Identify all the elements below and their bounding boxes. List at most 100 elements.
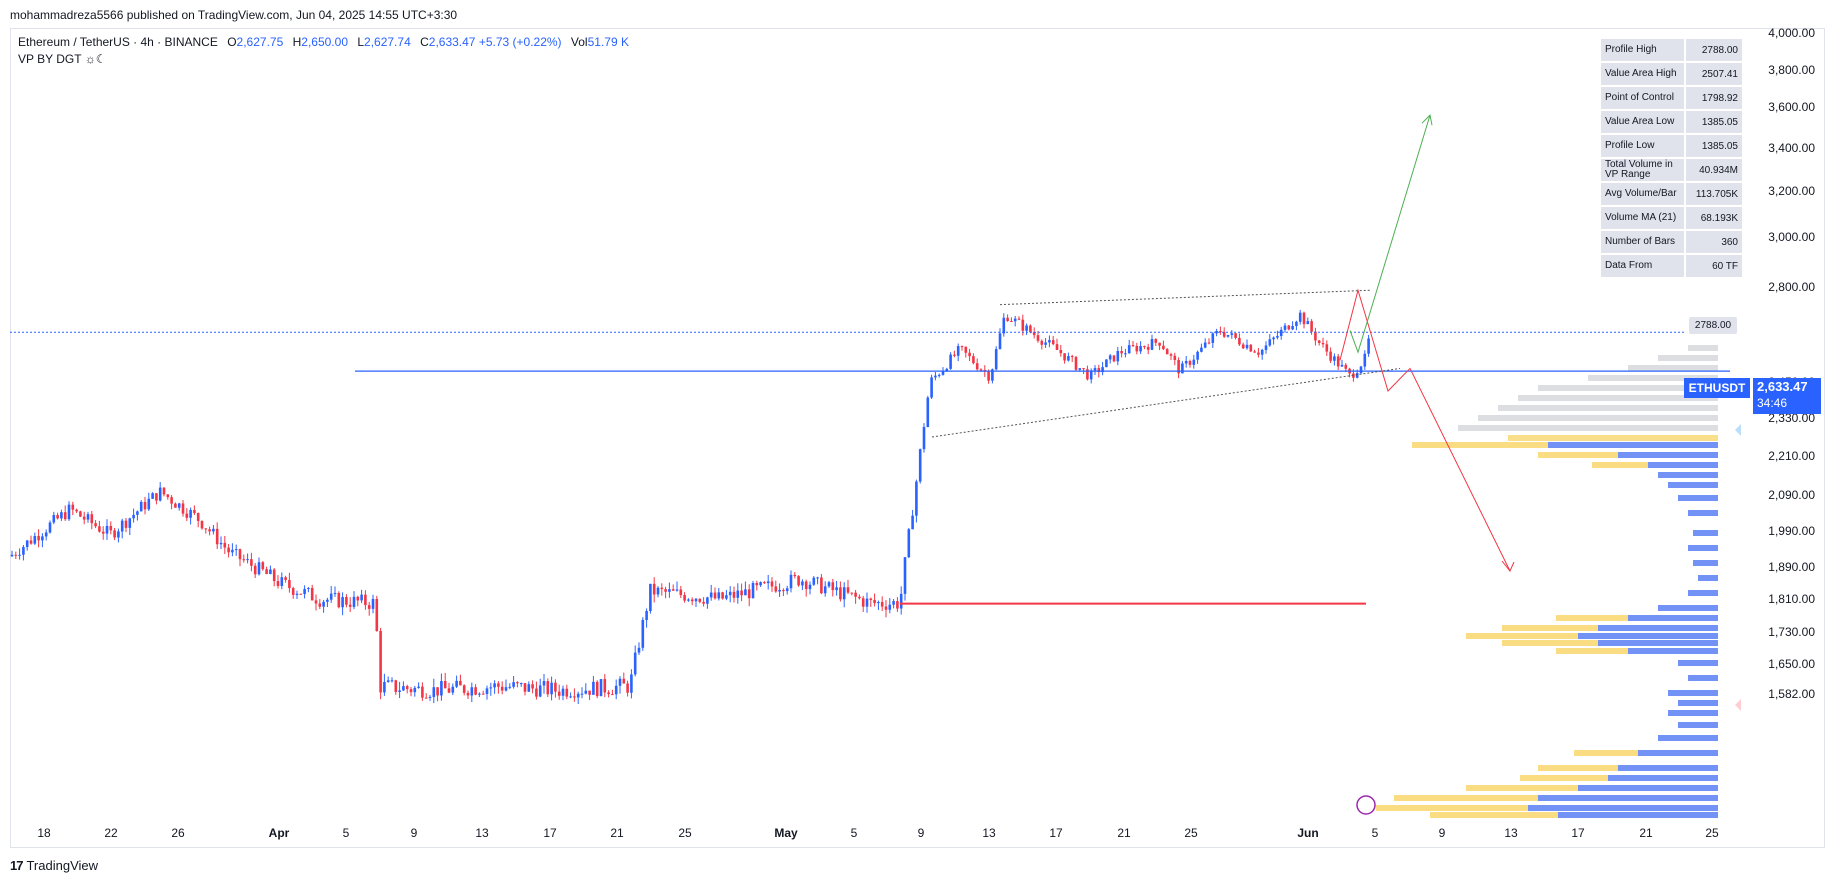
vp-bar [1648,462,1718,468]
indicator-label[interactable]: VP BY DGT ☼☾ [18,52,107,66]
y-tick-label: 1,730.00 [1768,625,1815,639]
candle-body [945,368,949,371]
candle-body [671,589,675,591]
candle-body [998,333,1002,350]
candle-body [991,369,994,381]
candle-body [1173,355,1177,361]
candle-body [398,690,401,692]
candles[interactable] [10,309,1370,705]
candle-body [375,598,379,632]
stats-label: Total Volume in VP Range [1601,159,1684,181]
candle-body [592,681,595,695]
vp-bar [1618,452,1718,458]
vp-bar [1688,590,1718,596]
candle-body [185,513,189,518]
candle-body [94,523,97,527]
stats-value: 60 TF [1686,255,1742,277]
candle-body [1078,368,1082,370]
candle-body [1192,359,1196,365]
candle-body [1359,366,1363,374]
candle-body [1146,346,1150,350]
candle-body [90,514,94,524]
stats-label: Avg Volume/Bar [1601,183,1684,205]
candle-body [683,595,686,601]
candle-body [1340,364,1344,367]
candle-body [500,686,504,691]
vp-bar [1466,785,1578,791]
candle-body [660,587,664,590]
candle-body [580,693,584,695]
candle-body [652,583,656,595]
candle-body [1287,325,1291,330]
candle-body [1025,325,1028,331]
footer-brand[interactable]: TradingView [26,858,99,873]
candle-body [527,684,531,692]
candle-body [664,589,667,592]
vp-bar [1618,765,1718,771]
candle-body [25,540,29,548]
change-value: +5.73 (+0.22%) [478,35,562,49]
stats-row: Point of Control 1798.92 [1601,87,1742,109]
candle-body [493,683,496,688]
vp-bar [1478,415,1718,421]
symbol-title[interactable]: Ethereum / TetherUS · 4h · BINANCE [18,35,218,49]
candle-body [151,493,154,499]
tradingview-logo-icon[interactable]: 17 [10,858,24,873]
stats-row: Profile High 2788.00 [1601,39,1742,61]
close-label: C [420,35,429,49]
candle-body [322,601,325,607]
candle-body [200,520,204,529]
candle-body [348,604,352,607]
drawings[interactable] [10,114,1741,815]
candle-body [386,680,390,682]
candle-body [440,681,443,696]
candle-body [1234,333,1237,338]
candle-body [1276,335,1279,338]
candle-body [257,562,261,575]
candle-body [1051,340,1055,345]
candle-body [1021,319,1025,331]
candle-body [394,680,398,692]
vp-bar [1598,625,1718,631]
candle-body [1325,344,1329,352]
channel-lower [931,367,1401,438]
candle-body [1158,342,1161,346]
candle-body [1188,360,1192,365]
x-tick-label: 13 [475,826,489,840]
candle-body [402,686,405,691]
vp-bar [1608,775,1718,781]
x-tick-label: Apr [269,826,290,840]
candle-body [1344,364,1348,369]
candle-body [964,346,968,353]
candle-body [884,606,888,610]
candle-body [778,589,781,592]
candle-body [880,602,884,607]
candle-body [865,598,869,607]
candle-body [706,597,709,604]
candle-body [295,593,299,595]
candle-body [1086,369,1089,380]
candle-body [618,678,622,686]
time-axis[interactable]: 18 22 26 Apr 5 9 13 17 21 25 May 5 9 13 17 21 25 Jun 5 9 13 1… [37,826,1719,840]
candle-body [903,557,907,594]
candle-body [949,354,952,369]
candle-body [854,592,857,597]
candle-body [1063,353,1066,361]
candle-body [1291,326,1294,330]
candle-body [1310,321,1313,332]
candle-body [212,528,215,532]
price-axis[interactable]: 4,000.00 3,800.00 3,600.00 3,400.00 3,200.00… [1768,26,1815,701]
candle-body [732,591,736,598]
candle-body [326,599,329,602]
candle-body [888,604,892,610]
candle-body [1010,321,1013,323]
candle-body [599,679,603,697]
candle-body [1264,345,1268,350]
vp-bar [1628,615,1718,621]
stats-row: Volume MA (21) 68.193K [1601,207,1742,229]
vp-bar [1658,472,1718,478]
chart-frame[interactable] [10,28,1825,848]
vp-bar [1538,765,1618,771]
candle-body [1124,353,1127,355]
